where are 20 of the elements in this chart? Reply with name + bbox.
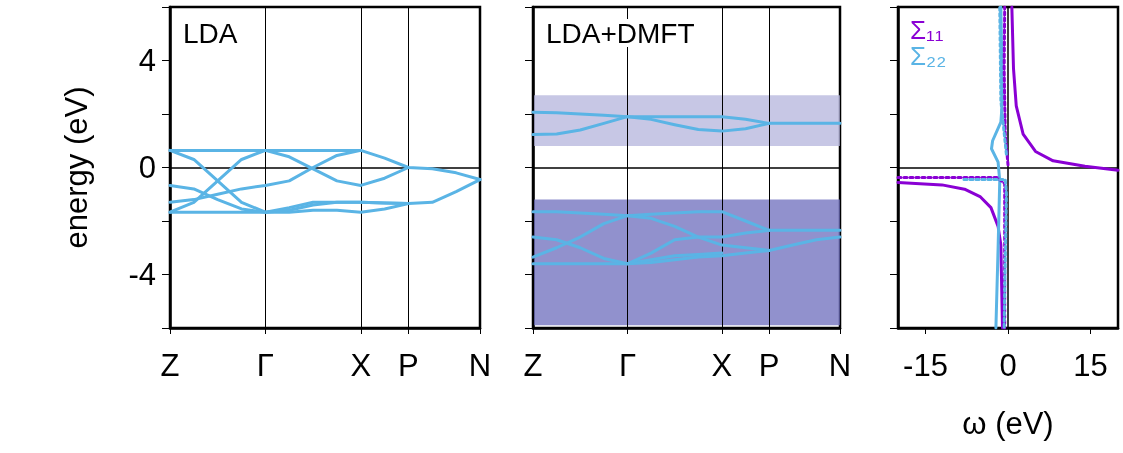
x-tick-label: 0 — [999, 348, 1017, 383]
x-tick-label: 15 — [1073, 348, 1108, 383]
y-tick-label: 0 — [138, 150, 156, 185]
x-tick-label: -15 — [903, 348, 948, 383]
x-tick-label: Z — [523, 348, 543, 383]
y-tick-label: -4 — [128, 257, 156, 292]
x-tick-label: X — [711, 348, 733, 383]
y-axis-title: energy (eV) — [59, 86, 94, 249]
x-axis-title: ω (eV) — [962, 406, 1054, 441]
chart-title: LDA — [183, 17, 238, 49]
y-tick-label: 4 — [138, 43, 156, 78]
x-tick-label: P — [398, 348, 419, 383]
x-tick-label: N — [468, 348, 492, 383]
x-tick-label: Z — [160, 348, 180, 383]
x-tick-label: P — [758, 348, 780, 383]
x-tick-label: Γ — [256, 348, 274, 383]
x-tick-label: X — [350, 348, 372, 383]
x-tick-label: N — [828, 348, 852, 383]
x-tick-label: Γ — [618, 348, 636, 383]
chart-title: LDA+DMFT — [546, 17, 695, 49]
